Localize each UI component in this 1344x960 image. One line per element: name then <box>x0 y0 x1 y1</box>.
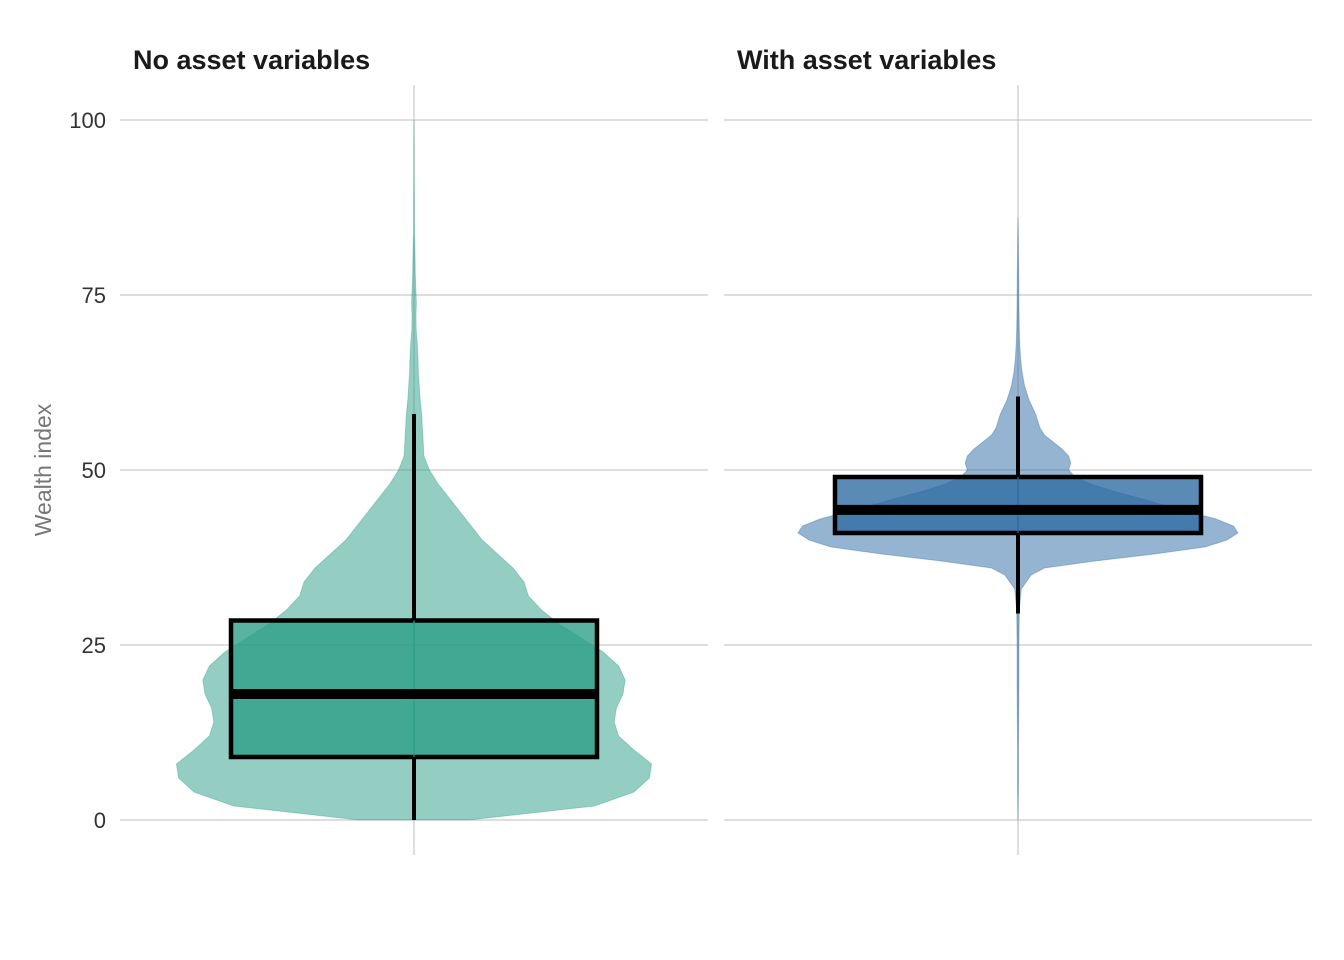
y-tick-label: 0 <box>94 808 106 833</box>
chart-marks: 0 25 50 75 100 <box>69 85 1312 855</box>
y-tick-label: 100 <box>69 108 106 133</box>
panel-no-asset-variables: No asset variables <box>133 45 370 75</box>
panel-with-asset-variables: With asset variables <box>737 45 996 75</box>
y-axis-title: Wealth index <box>30 403 56 536</box>
y-tick-label: 25 <box>82 633 106 658</box>
panel-title-with-asset: With asset variables <box>737 45 996 75</box>
y-tick-label: 75 <box>82 283 106 308</box>
y-tick-label: 50 <box>82 458 106 483</box>
panel-title-no-asset: No asset variables <box>133 45 370 75</box>
